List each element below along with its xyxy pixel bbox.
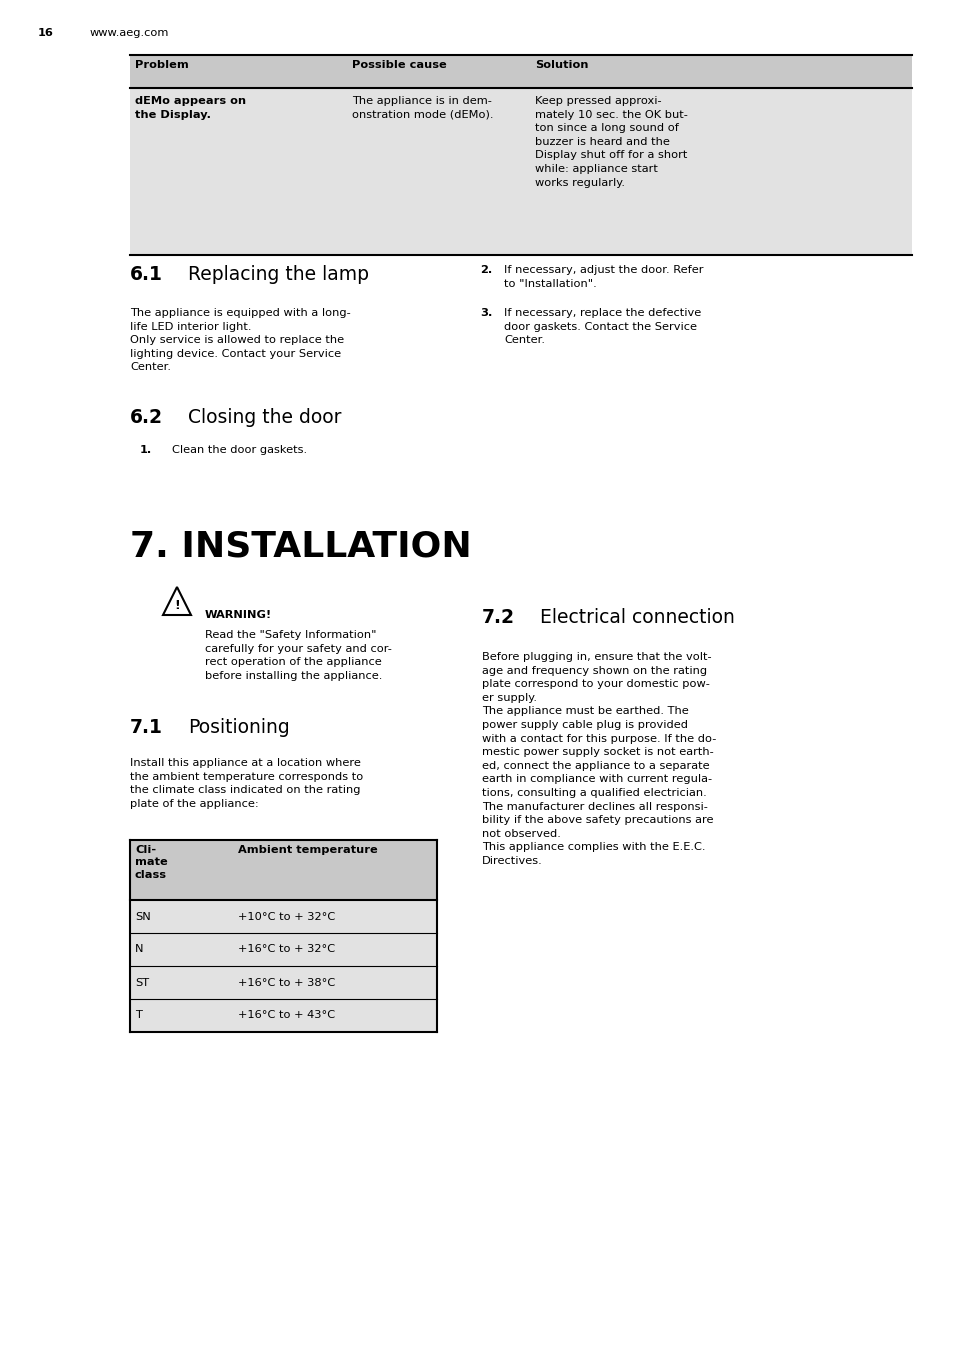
Text: 6.2: 6.2 [130, 408, 163, 427]
Text: Install this appliance at a location where
the ambient temperature corresponds t: Install this appliance at a location whe… [130, 758, 363, 808]
Text: If necessary, replace the defective
door gaskets. Contact the Service
Center.: If necessary, replace the defective door… [503, 308, 700, 345]
Bar [130, 999, 436, 1032]
Text: +16°C to + 38°C: +16°C to + 38°C [237, 977, 335, 987]
Bar [130, 840, 436, 900]
Text: Before plugging in, ensure that the volt-
age and frequency shown on the rating
: Before plugging in, ensure that the volt… [481, 652, 716, 867]
Text: SN: SN [135, 911, 151, 922]
Text: Clean the door gaskets.: Clean the door gaskets. [172, 445, 307, 456]
Text: 2.: 2. [479, 265, 492, 274]
Text: 7. INSTALLATION: 7. INSTALLATION [130, 530, 471, 564]
Text: +10°C to + 32°C: +10°C to + 32°C [237, 911, 335, 922]
Text: Electrical connection: Electrical connection [539, 608, 734, 627]
Text: www.aeg.com: www.aeg.com [90, 28, 170, 38]
Text: dEMo appears on
the Display.: dEMo appears on the Display. [135, 96, 246, 119]
Text: Possible cause: Possible cause [352, 59, 446, 70]
Text: The appliance is in dem-
onstration mode (dEMo).: The appliance is in dem- onstration mode… [352, 96, 493, 119]
Text: 1.: 1. [140, 445, 152, 456]
Text: 3.: 3. [479, 308, 492, 318]
Bar [130, 900, 436, 933]
Text: Positioning: Positioning [188, 718, 290, 737]
Text: Read the "Safety Information"
carefully for your safety and cor-
rect operation : Read the "Safety Information" carefully … [205, 630, 392, 681]
Text: +16°C to + 32°C: +16°C to + 32°C [237, 945, 335, 955]
Text: WARNING!: WARNING! [205, 610, 272, 621]
Bar [130, 933, 436, 965]
Text: Cli-
mate
class: Cli- mate class [135, 845, 168, 880]
Bar [130, 88, 911, 256]
Text: T: T [135, 1010, 142, 1021]
Text: If necessary, adjust the door. Refer
to "Installation".: If necessary, adjust the door. Refer to … [503, 265, 702, 288]
Text: Keep pressed approxi-
mately 10 sec. the OK but-
ton since a long sound of
buzze: Keep pressed approxi- mately 10 sec. the… [535, 96, 687, 188]
Text: N: N [135, 945, 143, 955]
Text: Solution: Solution [535, 59, 588, 70]
Text: Problem: Problem [135, 59, 189, 70]
Text: ST: ST [135, 977, 149, 987]
Text: Replacing the lamp: Replacing the lamp [188, 265, 369, 284]
Text: 7.1: 7.1 [130, 718, 163, 737]
Text: +16°C to + 43°C: +16°C to + 43°C [237, 1010, 335, 1021]
Text: The appliance is equipped with a long-
life LED interior light.
Only service is : The appliance is equipped with a long- l… [130, 308, 351, 372]
Text: !: ! [174, 599, 180, 611]
Text: Ambient temperature: Ambient temperature [237, 845, 377, 854]
Text: Closing the door: Closing the door [188, 408, 341, 427]
Text: 16: 16 [38, 28, 53, 38]
Bar [130, 55, 911, 88]
Text: 6.1: 6.1 [130, 265, 163, 284]
Text: 7.2: 7.2 [481, 608, 515, 627]
Bar [130, 965, 436, 999]
